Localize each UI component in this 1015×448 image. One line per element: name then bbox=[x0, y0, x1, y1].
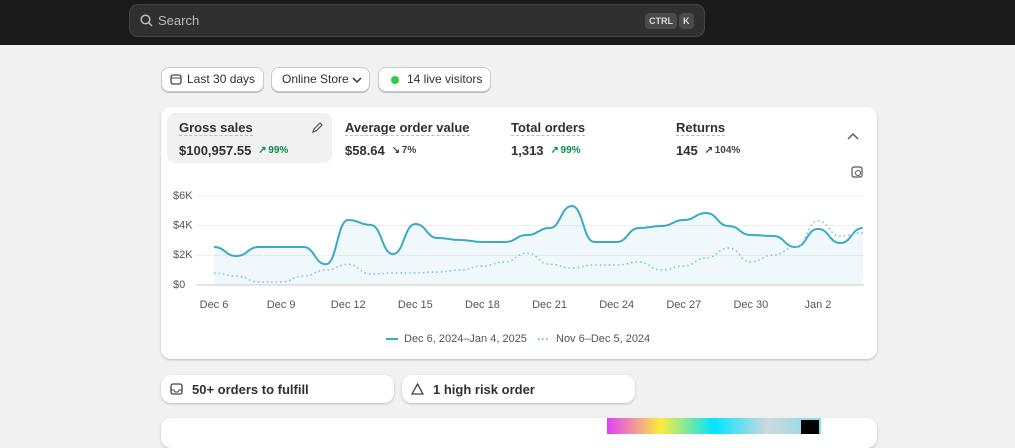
close-badge bbox=[801, 420, 819, 434]
live-visitors[interactable]: 14 live visitors bbox=[378, 67, 491, 92]
task-card[interactable]: 50+ orders to fulfill bbox=[161, 375, 394, 403]
metric-change: 99% bbox=[560, 145, 581, 156]
y-tick-label: $4K bbox=[173, 220, 193, 232]
search-box[interactable]: Search CTRL K bbox=[129, 4, 705, 37]
metric-change: 7% bbox=[401, 145, 417, 156]
metric-value: 1,313 bbox=[511, 143, 544, 158]
chevron bbox=[352, 77, 362, 84]
metric-label: Gross sales bbox=[179, 120, 253, 136]
x-tick-label: Dec 12 bbox=[331, 299, 366, 311]
metric-label: Average order value bbox=[345, 120, 470, 136]
selected-metric[interactable] bbox=[167, 113, 332, 163]
metric-arrow: ↗ bbox=[550, 145, 559, 156]
search-icon bbox=[140, 14, 153, 27]
series-line bbox=[213, 204, 863, 266]
y-tick-label: $0 bbox=[173, 279, 185, 291]
metric-arrow: ↘ bbox=[391, 145, 401, 156]
area bbox=[214, 205, 863, 285]
x-tick-label: Jan 2 bbox=[805, 299, 832, 311]
metric-label: Total orders bbox=[511, 120, 586, 136]
filter-label: Last 30 days bbox=[187, 72, 256, 86]
collapse-icon[interactable] bbox=[847, 133, 859, 141]
metric-value: $58.64 bbox=[345, 143, 385, 158]
search-placeholder: Search bbox=[158, 13, 200, 28]
sales-chart: $0 $2K $4K $6K Dec 6 Dec 9 Dec 12 Dec 15 Dec 18 D… bbox=[173, 190, 864, 345]
task-label: 1 high risk order bbox=[433, 382, 535, 397]
metric-change: 99% bbox=[268, 145, 289, 156]
x-tick-label: Dec 21 bbox=[532, 299, 567, 311]
filter-label: Online Store bbox=[282, 72, 349, 86]
inbox-icon bbox=[170, 383, 183, 395]
channel-filter[interactable]: Online Store bbox=[271, 67, 370, 92]
shortcut-key: K bbox=[679, 13, 694, 29]
edit-icon[interactable] bbox=[311, 121, 324, 134]
series-line bbox=[213, 220, 863, 283]
x-tick-label: Dec 27 bbox=[666, 299, 701, 311]
promo-image bbox=[607, 418, 821, 434]
y-tick-label: $6K bbox=[173, 190, 193, 202]
x-tick-label: Dec 18 bbox=[465, 299, 500, 311]
x-tick-label: Dec 15 bbox=[398, 299, 433, 311]
alert-icon bbox=[411, 383, 424, 395]
metric-value: 145 bbox=[676, 143, 698, 158]
shortcut-key: CTRL bbox=[645, 13, 677, 29]
metric-arrow: ↗ bbox=[258, 145, 267, 156]
legend-label: Dec 6, 2024–Jan 4, 2025 bbox=[404, 333, 527, 345]
x-tick-label: Dec 24 bbox=[599, 299, 634, 311]
date-filter[interactable]: Last 30 days bbox=[161, 67, 264, 92]
y-tick-label: $2K bbox=[173, 249, 193, 261]
live-dot bbox=[391, 76, 399, 84]
metric-label: Returns bbox=[676, 120, 726, 136]
x-tick-label: Dec 30 bbox=[733, 299, 768, 311]
task-label: 50+ orders to fulfill bbox=[192, 382, 309, 397]
legend-label: Nov 6–Dec 5, 2024 bbox=[556, 333, 650, 345]
metric-value: $100,957.55 bbox=[179, 143, 252, 158]
x-tick-label: Dec 9 bbox=[267, 299, 296, 311]
calendar-icon bbox=[170, 74, 182, 85]
metric-change: 104% bbox=[714, 145, 741, 156]
chart-options-icon[interactable] bbox=[851, 166, 864, 179]
filter-label: 14 live visitors bbox=[407, 72, 483, 86]
metric-arrow: ↗ bbox=[704, 145, 714, 156]
x-tick-label: Dec 6 bbox=[200, 299, 229, 311]
task-card[interactable]: 1 high risk order bbox=[402, 375, 635, 403]
